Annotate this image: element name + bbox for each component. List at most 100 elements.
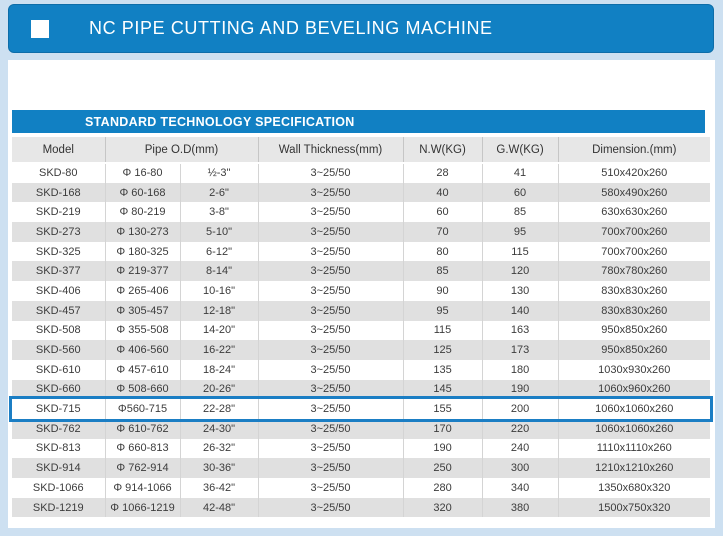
cell-model: SKD-715 xyxy=(12,399,105,419)
table-row[interactable]: SKD-508 Φ 355-508 14-20" 3~25/50 115 163 950x8… xyxy=(12,320,711,341)
cell-pipe-od-inch: 6-12" xyxy=(179,241,259,262)
cell-gross-weight: 220 xyxy=(481,418,559,439)
col-header-gross-weight: G.W(KG) xyxy=(481,137,559,163)
cell-model: SKD-914 xyxy=(12,458,105,478)
cell-pipe-od-inch: 42-48" xyxy=(179,497,259,518)
cell-pipe-od-mm: Φ 508-660 xyxy=(104,379,180,400)
cell-dimension: 1030x930x260 xyxy=(557,359,711,380)
cell-net-weight: 115 xyxy=(402,320,483,341)
cell-wall-thickness: 3~25/50 xyxy=(257,478,404,498)
cell-pipe-od-mm: Φ 180-325 xyxy=(104,241,180,262)
cell-model: SKD-560 xyxy=(12,340,105,360)
cell-wall-thickness: 3~25/50 xyxy=(257,379,404,400)
table-row[interactable]: SKD-560 Φ 406-560 16-22" 3~25/50 125 173 950x8… xyxy=(12,340,711,360)
section-title: STANDARD TECHNOLOGY SPECIFICATION xyxy=(85,114,355,129)
cell-pipe-od-inch: 2-6" xyxy=(179,182,259,203)
cell-pipe-od-mm: Φ 219-377 xyxy=(104,261,180,282)
cell-dimension: 1350x680x320 xyxy=(557,478,711,498)
table-row[interactable]: SKD-610 Φ 457-610 18-24" 3~25/50 135 180 1030x… xyxy=(12,359,711,380)
cell-dimension: 950x850x260 xyxy=(557,320,711,341)
cell-wall-thickness: 3~25/50 xyxy=(257,320,404,341)
cell-pipe-od-mm: Φ 406-560 xyxy=(104,340,180,360)
cell-pipe-od-inch: 18-24" xyxy=(179,359,259,380)
spec-table: Model Pipe O.D(mm) Wall Thickness(mm) N.… xyxy=(8,137,714,518)
cell-model: SKD-377 xyxy=(12,261,105,282)
table-row[interactable]: SKD-1066 Φ 914-1066 36-42" 3~25/50 280 340 135… xyxy=(12,478,711,498)
cell-model: SKD-219 xyxy=(12,202,105,223)
cell-model: SKD-762 xyxy=(12,418,105,439)
cell-pipe-od-mm: Φ 457-610 xyxy=(104,359,180,380)
cell-net-weight: 250 xyxy=(402,458,483,478)
cell-gross-weight: 115 xyxy=(481,241,559,262)
cell-dimension: 1110x1110x260 xyxy=(557,438,711,459)
cell-wall-thickness: 3~25/50 xyxy=(257,182,404,203)
cell-wall-thickness: 3~25/50 xyxy=(257,458,404,478)
cell-pipe-od-mm: Φ 660-813 xyxy=(104,438,180,459)
cell-pipe-od-inch: 20-26" xyxy=(179,379,259,400)
cell-pipe-od-inch: 8-14" xyxy=(179,261,259,282)
cell-net-weight: 95 xyxy=(402,300,483,321)
cell-pipe-od-mm: Φ 80-219 xyxy=(104,202,180,223)
cell-wall-thickness: 3~25/50 xyxy=(257,300,404,321)
cell-net-weight: 60 xyxy=(402,202,483,223)
cell-pipe-od-inch: 10-16" xyxy=(179,281,259,301)
cell-gross-weight: 180 xyxy=(481,359,559,380)
cell-net-weight: 320 xyxy=(402,497,483,518)
cell-wall-thickness: 3~25/50 xyxy=(257,438,404,459)
cell-dimension: 1060x1060x260 xyxy=(557,418,711,439)
cell-pipe-od-mm: Φ 60-168 xyxy=(104,182,180,203)
cell-model: SKD-168 xyxy=(12,182,105,203)
cell-wall-thickness: 3~25/50 xyxy=(257,241,404,262)
cell-model: SKD-508 xyxy=(12,320,105,341)
cell-model: SKD-457 xyxy=(12,300,105,321)
table-row[interactable]: SKD-660 Φ 508-660 20-26" 3~25/50 145 190 1060x… xyxy=(12,379,711,400)
cell-wall-thickness: 3~25/50 xyxy=(257,359,404,380)
cell-pipe-od-inch: 3-8" xyxy=(179,202,259,223)
cell-net-weight: 170 xyxy=(402,418,483,439)
cell-dimension: 700x700x260 xyxy=(557,222,711,242)
cell-gross-weight: 240 xyxy=(481,438,559,459)
table-row[interactable]: SKD-457 Φ 305-457 12-18" 3~25/50 95 140 830x83… xyxy=(12,300,711,321)
cell-model: SKD-1219 xyxy=(12,497,105,518)
table-row[interactable]: SKD-80 Φ 16-80 ½-3" 3~25/50 28 41 510x420x260 xyxy=(12,163,711,183)
table-row[interactable]: SKD-406 Φ 265-406 10-16" 3~25/50 90 130 830x83… xyxy=(12,281,711,301)
cell-gross-weight: 60 xyxy=(481,182,559,203)
cell-dimension: 580x490x260 xyxy=(557,182,711,203)
table-row[interactable]: SKD-1219 Φ 1066-1219 42-48" 3~25/50 320 380 15… xyxy=(12,497,711,518)
cell-dimension: 950x850x260 xyxy=(557,340,711,360)
table-row[interactable]: SKD-325 Φ 180-325 6-12" 3~25/50 80 115 700x700… xyxy=(12,241,711,262)
cell-wall-thickness: 3~25/50 xyxy=(257,281,404,301)
cell-wall-thickness: 3~25/50 xyxy=(257,261,404,282)
cell-net-weight: 80 xyxy=(402,241,483,262)
cell-pipe-od-inch: 12-18" xyxy=(179,300,259,321)
col-header-dimension: Dimension.(mm) xyxy=(557,137,711,163)
table-row[interactable]: SKD-762 Φ 610-762 24-30" 3~25/50 170 220 1060x… xyxy=(12,418,711,439)
cell-wall-thickness: 3~25/50 xyxy=(257,418,404,439)
table-row[interactable]: SKD-219 Φ 80-219 3-8" 3~25/50 60 85 630x630x26… xyxy=(12,202,711,223)
cell-net-weight: 145 xyxy=(402,379,483,400)
cell-wall-thickness: 3~25/50 xyxy=(257,399,404,419)
cell-pipe-od-mm: Φ 610-762 xyxy=(104,418,180,439)
col-header-wall-thickness: Wall Thickness(mm) xyxy=(257,137,404,163)
table-row[interactable]: SKD-914 Φ 762-914 30-36" 3~25/50 250 300 1210x… xyxy=(12,458,711,478)
cell-net-weight: 125 xyxy=(402,340,483,360)
square-bullet-icon xyxy=(31,19,49,38)
table-row[interactable]: SKD-813 Φ 660-813 26-32" 3~25/50 190 240 1110x… xyxy=(12,438,711,459)
cell-model: SKD-406 xyxy=(12,281,105,301)
table-row[interactable]: SKD-377 Φ 219-377 8-14" 3~25/50 85 120 780x780… xyxy=(12,261,711,282)
table-row[interactable]: SKD-273 Φ 130-273 5-10" 3~25/50 70 95 700x700x… xyxy=(12,222,711,242)
cell-net-weight: 280 xyxy=(402,478,483,498)
cell-pipe-od-mm: Φ 914-1066 xyxy=(104,478,180,498)
cell-model: SKD-1066 xyxy=(12,478,105,498)
cell-gross-weight: 173 xyxy=(481,340,559,360)
table-row[interactable]: SKD-168 Φ 60-168 2-6" 3~25/50 40 60 580x490x26… xyxy=(12,182,711,203)
cell-model: SKD-660 xyxy=(12,379,105,400)
col-header-net-weight: N.W(KG) xyxy=(402,137,483,163)
table-row-selected[interactable]: SKD-715 Φ560-715 22-28" 3~25/50 155 200 1060x1… xyxy=(8,396,714,422)
cell-dimension: 780x780x260 xyxy=(557,261,711,282)
cell-gross-weight: 41 xyxy=(481,163,559,183)
cell-gross-weight: 120 xyxy=(481,261,559,282)
cell-pipe-od-mm: Φ 130-273 xyxy=(104,222,180,242)
cell-model: SKD-325 xyxy=(12,241,105,262)
cell-pipe-od-inch: 36-42" xyxy=(179,478,259,498)
